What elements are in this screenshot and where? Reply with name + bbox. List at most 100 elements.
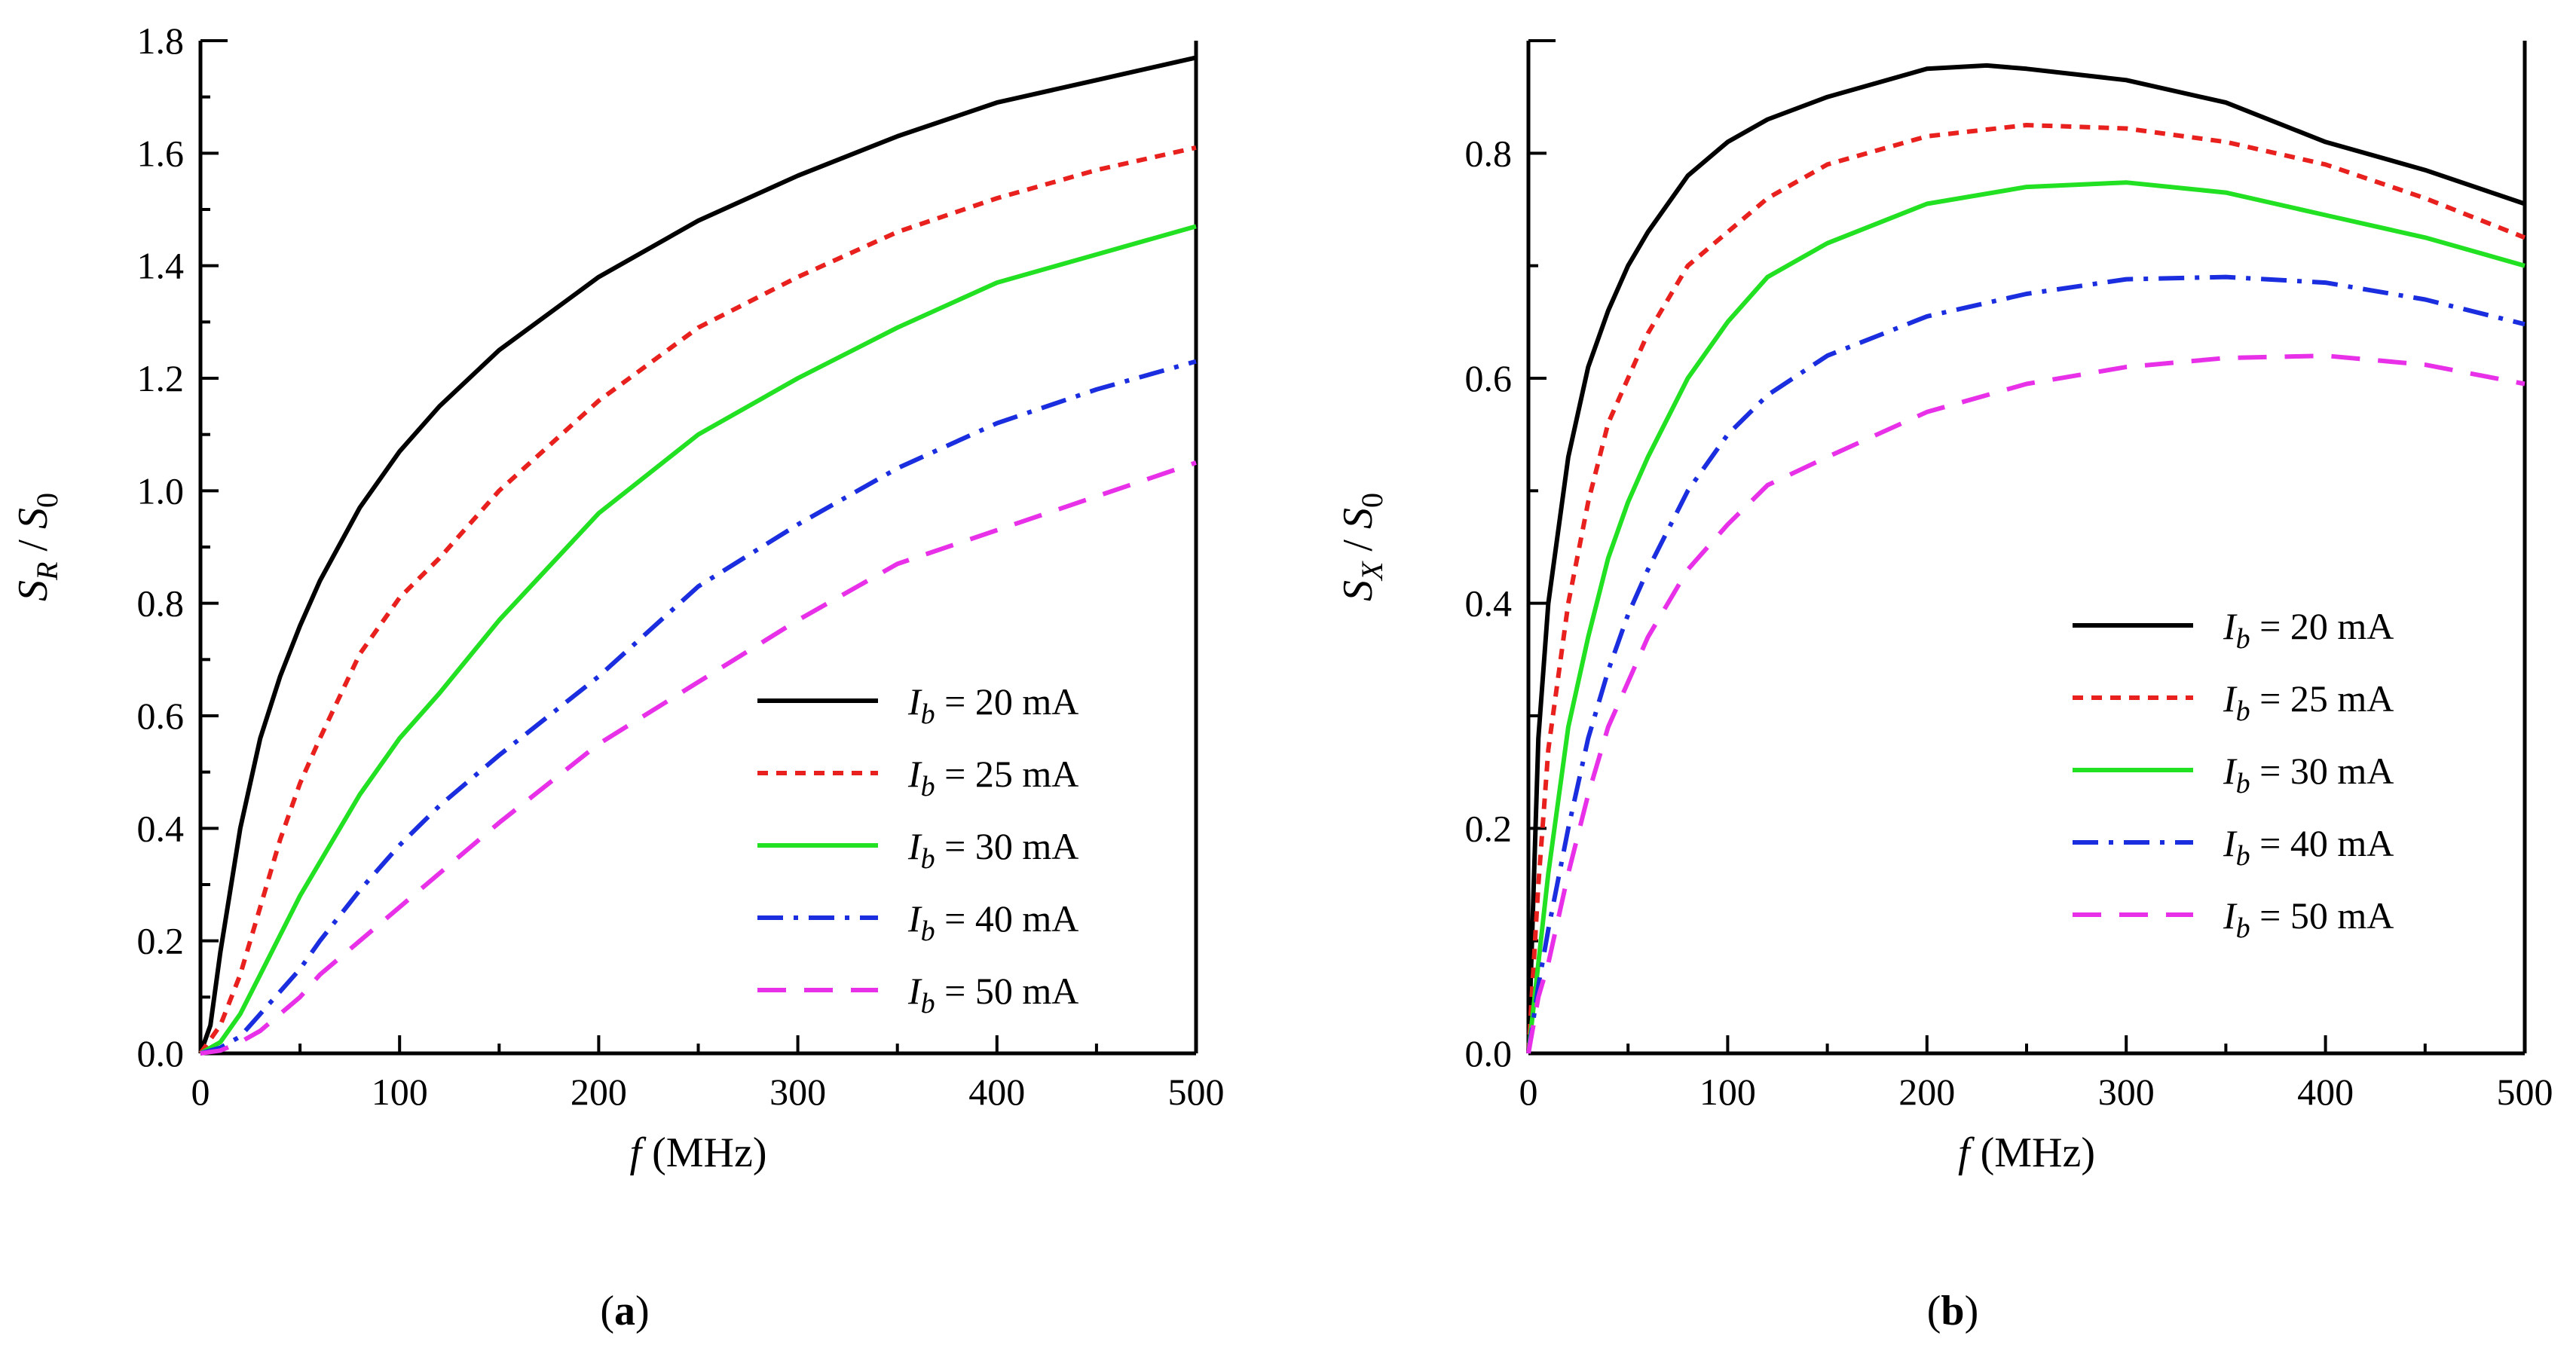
legend-rest: = 30 mA	[2250, 750, 2394, 792]
legend-label-4: Ib = 40 mA	[2223, 822, 2394, 872]
legend-rest: = 25 mA	[2250, 677, 2394, 720]
caption-open: (	[1927, 1288, 1941, 1334]
legend-symbol: I	[2223, 894, 2238, 937]
y-axis-sub: R	[30, 562, 64, 581]
x-tick-label: 0	[1519, 1071, 1538, 1113]
legend-sub: b	[2236, 623, 2250, 655]
y-tick-label: 1.2	[137, 357, 185, 399]
series-line-1	[1526, 63, 2526, 1054]
legend-symbol: I	[2223, 750, 2238, 792]
legend-label-3: Ib = 30 mA	[2223, 750, 2394, 799]
legend-sub: b	[921, 988, 935, 1019]
y-tick-label: 1.8	[137, 20, 185, 62]
x-tick-label: 500	[2497, 1071, 2553, 1113]
y-tick-label: 0.8	[137, 582, 185, 625]
y-axis-base2: S	[1335, 508, 1381, 529]
y-tick-label: 1.4	[137, 245, 185, 287]
legend-label-5: Ib = 50 mA	[2223, 894, 2394, 944]
y-tick-label: 1.6	[137, 132, 185, 174]
series-line-5	[1526, 353, 2526, 1054]
legend-rest: = 20 mA	[2250, 605, 2394, 647]
x-axis-unit: (MHz)	[1970, 1129, 2095, 1176]
series-line-3	[199, 224, 1197, 1056]
y-axis-sub2: 0	[1355, 493, 1389, 508]
y-tick-label: 0.4	[1465, 582, 1513, 625]
series-line-2	[198, 145, 1197, 1055]
y-axis-label: SR / S0	[10, 493, 64, 601]
legend-rest: = 30 mA	[935, 825, 1079, 867]
x-tick-label: 500	[1168, 1071, 1225, 1113]
y-tick-label: 0.2	[1465, 807, 1513, 849]
y-axis-sub2: 0	[30, 493, 64, 508]
x-axis-label: f (MHz)	[1958, 1129, 2095, 1176]
x-tick-label: 400	[2297, 1071, 2354, 1113]
y-tick-label: 0.2	[137, 920, 185, 962]
legend-sub: b	[2236, 768, 2250, 799]
legend-symbol: I	[2223, 605, 2238, 647]
x-tick-label: 200	[571, 1071, 627, 1113]
y-tick-label: 0.0	[137, 1032, 185, 1074]
x-axis-unit: (MHz)	[641, 1129, 766, 1176]
y-axis-base2: S	[10, 508, 57, 529]
x-axis-label: f (MHz)	[630, 1129, 767, 1176]
legend-symbol: I	[907, 897, 922, 940]
x-tick-label: 100	[372, 1071, 428, 1113]
caption-letter: b	[1941, 1288, 1964, 1334]
legend-sub: b	[921, 843, 935, 875]
legend-label-2: Ib = 25 mA	[907, 753, 1078, 802]
x-tick-label: 0	[191, 1071, 210, 1113]
legend-label-3: Ib = 30 mA	[907, 825, 1078, 875]
panel-caption: (b)	[1927, 1288, 1978, 1334]
legend-rest: = 40 mA	[935, 897, 1079, 940]
y-axis-label: SX / S0	[1335, 493, 1389, 601]
series-line-1	[198, 55, 1197, 1055]
caption-open: (	[600, 1288, 614, 1334]
legend-symbol: I	[907, 680, 922, 723]
y-tick-label: 0.0	[1465, 1032, 1513, 1074]
legend-label-5: Ib = 50 mA	[907, 970, 1078, 1019]
legend-label-1: Ib = 20 mA	[907, 680, 1078, 730]
legend-symbol: I	[907, 970, 922, 1012]
y-axis-base: S	[1335, 580, 1381, 601]
legend-rest: = 40 mA	[2250, 822, 2394, 864]
legend-sub: b	[921, 915, 935, 947]
x-tick-label: 300	[2098, 1071, 2155, 1113]
x-tick-label: 200	[1898, 1071, 1955, 1113]
legend-sub: b	[2236, 912, 2250, 944]
series-line-4	[200, 359, 1197, 1056]
x-tick-label: 300	[769, 1071, 826, 1113]
x-tick-label: 100	[1699, 1071, 1756, 1113]
y-tick-label: 0.6	[137, 695, 185, 737]
series-line-4	[1526, 274, 2526, 1054]
legend-sub: b	[2236, 695, 2250, 727]
legend-symbol: I	[907, 825, 922, 867]
legend-sub: b	[2236, 840, 2250, 872]
chart-panel-a: 0 100 200 300 400 500 0.0 0.2 0.4 0.6 0.8 1.0 1.2 1.4…	[10, 20, 1225, 1334]
legend-label-1: Ib = 20 mA	[2223, 605, 2394, 655]
legend-rest: = 20 mA	[935, 680, 1079, 723]
caption-close: )	[1965, 1288, 1979, 1334]
legend-label-4: Ib = 40 mA	[907, 897, 1078, 947]
y-axis-sep: /	[1335, 529, 1381, 562]
legend-label-2: Ib = 25 mA	[2223, 677, 2394, 727]
y-axis-base: S	[10, 580, 57, 601]
legend-sub: b	[921, 698, 935, 730]
caption-letter: a	[614, 1288, 635, 1334]
y-tick-label: 0.4	[137, 807, 185, 849]
legend-symbol: I	[2223, 822, 2238, 864]
y-axis-sep: /	[10, 529, 57, 562]
panel-caption: (a)	[600, 1288, 649, 1334]
y-tick-label: 0.6	[1465, 357, 1513, 399]
legend-symbol: I	[907, 753, 922, 795]
legend-sub: b	[921, 771, 935, 802]
legend-symbol: I	[2223, 677, 2238, 720]
x-tick-label: 400	[968, 1071, 1025, 1113]
y-tick-label: 0.8	[1465, 132, 1513, 174]
series-line-3	[1526, 180, 2526, 1054]
y-axis-sub: X	[1355, 561, 1389, 582]
legend-rest: = 25 mA	[935, 753, 1079, 795]
